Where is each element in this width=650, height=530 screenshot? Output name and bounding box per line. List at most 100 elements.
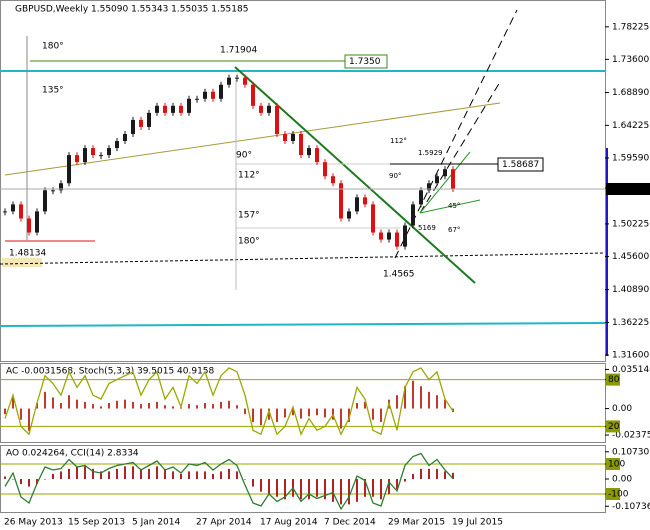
histogram-bar bbox=[28, 408, 30, 431]
candle bbox=[411, 204, 415, 226]
histogram-bar bbox=[204, 403, 206, 409]
histogram-bar bbox=[308, 408, 310, 417]
histogram-bar bbox=[260, 479, 262, 492]
candle bbox=[211, 91, 215, 99]
angle-label: 180° bbox=[42, 42, 64, 52]
histogram-bar bbox=[420, 386, 422, 409]
histogram-bar bbox=[428, 391, 430, 409]
candle bbox=[83, 148, 87, 163]
candle bbox=[259, 105, 263, 113]
histogram-bar bbox=[172, 406, 174, 409]
candle bbox=[403, 225, 407, 247]
candle bbox=[443, 169, 447, 177]
candle bbox=[243, 77, 247, 85]
candle bbox=[59, 183, 63, 191]
candle bbox=[115, 141, 119, 149]
price-label: 5169 bbox=[418, 224, 436, 232]
histogram-bar bbox=[252, 479, 254, 487]
angle-label: 112° bbox=[238, 171, 260, 181]
price-box bbox=[344, 54, 388, 69]
histogram-bar bbox=[148, 403, 150, 409]
last-price-box bbox=[606, 182, 650, 195]
histogram-bar bbox=[236, 471, 238, 479]
histogram-bar bbox=[76, 466, 78, 479]
y2-tick-label: -100 bbox=[608, 490, 629, 500]
down-trend-line bbox=[234, 66, 476, 284]
histogram-bar bbox=[284, 408, 286, 418]
histogram-bar bbox=[100, 406, 102, 409]
histogram-bar bbox=[420, 468, 422, 479]
histogram-bar bbox=[132, 401, 134, 409]
histogram-bar bbox=[292, 408, 294, 416]
histogram-bar bbox=[404, 386, 406, 409]
candle bbox=[11, 204, 15, 212]
candle bbox=[91, 148, 95, 156]
y-tick-label: 1.31600 bbox=[612, 351, 649, 361]
histogram-bar bbox=[340, 408, 342, 429]
histogram-bar bbox=[164, 468, 166, 479]
histogram-bar bbox=[308, 479, 310, 500]
candle bbox=[267, 105, 271, 113]
histogram-bar bbox=[196, 471, 198, 479]
y-tick-label: 1.50225 bbox=[612, 219, 649, 229]
x-tick-label: 15 Sep 2013 bbox=[68, 518, 125, 528]
candle bbox=[355, 197, 359, 212]
histogram-bar bbox=[140, 468, 142, 479]
y2-tick-label: 100 bbox=[608, 460, 625, 470]
histogram-bar bbox=[36, 403, 38, 409]
histogram-bar bbox=[364, 479, 366, 497]
candle bbox=[323, 162, 327, 177]
histogram-bar bbox=[316, 479, 318, 497]
histogram-bar bbox=[124, 399, 126, 409]
histogram-bar bbox=[300, 408, 302, 419]
histogram-bar bbox=[156, 466, 158, 479]
y-tick-label: 1.59590 bbox=[612, 153, 649, 163]
y-tick-label: 1.73600 bbox=[612, 55, 649, 65]
histogram-bar bbox=[196, 405, 198, 409]
candle bbox=[51, 190, 55, 192]
candle bbox=[235, 77, 239, 79]
histogram-bar bbox=[164, 405, 166, 409]
candle bbox=[19, 204, 23, 219]
candle bbox=[371, 204, 375, 233]
low-highlight bbox=[2, 258, 42, 267]
channel-line bbox=[419, 199, 481, 214]
fan-line bbox=[394, 9, 518, 259]
chart-title: GBPUSD,Weekly 1.55090 1.55343 1.55035 1.… bbox=[15, 5, 248, 15]
last-price-label: 1.55185 bbox=[611, 184, 648, 194]
histogram-bar bbox=[428, 468, 430, 479]
histogram-bar bbox=[380, 408, 382, 422]
histogram-bar bbox=[188, 471, 190, 479]
histogram-bar bbox=[252, 408, 254, 422]
histogram-bar bbox=[388, 479, 390, 495]
candle bbox=[419, 190, 423, 205]
price-label: 1.7350 bbox=[349, 57, 381, 67]
candle bbox=[171, 105, 175, 113]
candle bbox=[363, 197, 367, 205]
candle bbox=[3, 211, 7, 213]
angle-label: 45° bbox=[448, 202, 460, 210]
histogram-bar bbox=[68, 468, 70, 479]
histogram-bar bbox=[372, 408, 374, 420]
y-tick-label: 0.107305 bbox=[612, 447, 650, 457]
tick-box bbox=[606, 458, 620, 470]
histogram-bar bbox=[324, 479, 326, 500]
candle bbox=[291, 133, 295, 142]
histogram-bar bbox=[116, 468, 118, 479]
histogram-bar bbox=[284, 479, 286, 500]
candle bbox=[163, 105, 167, 113]
histogram-bar bbox=[356, 479, 358, 502]
x-tick-label: 5 Jan 2014 bbox=[132, 518, 180, 528]
candle bbox=[379, 232, 383, 240]
histogram-bar bbox=[180, 473, 182, 479]
panel-title: AC -0.0031568, Stoch(5,3,3) 39.5015 40.9… bbox=[6, 367, 215, 377]
histogram-bar bbox=[348, 479, 350, 505]
candle bbox=[155, 105, 159, 113]
histogram-bar bbox=[236, 405, 238, 409]
histogram-bar bbox=[124, 466, 126, 479]
histogram-bar bbox=[412, 473, 414, 479]
panel-title: AO 0.024264, CCI(14) 2.8334 bbox=[6, 449, 139, 459]
